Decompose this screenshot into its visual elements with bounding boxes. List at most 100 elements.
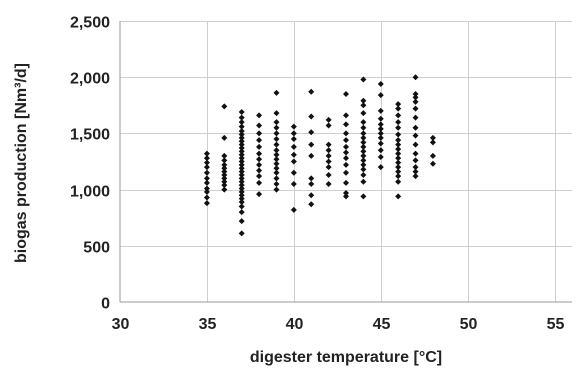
y-tick-label: 0: [101, 296, 110, 313]
data-point: [308, 175, 315, 182]
data-point: [203, 179, 210, 186]
data-point: [238, 161, 245, 168]
data-point: [325, 141, 332, 148]
data-point: [238, 175, 245, 182]
axes: [119, 21, 572, 303]
gridlines: [120, 21, 572, 302]
x-tick-label: 50: [460, 316, 478, 333]
y-tick-label: 1,000: [70, 184, 110, 201]
data-point: [256, 112, 263, 119]
data-point: [273, 130, 280, 137]
data-point: [256, 150, 263, 157]
data-point: [377, 115, 384, 122]
data-point: [256, 156, 263, 163]
data-point: [377, 154, 384, 161]
data-point: [412, 164, 419, 171]
y-tick-labels: 0 500 1,000 1,500 2,000 2,500: [70, 15, 110, 313]
data-point: [377, 140, 384, 147]
data-point: [238, 131, 245, 138]
data-point: [290, 206, 297, 213]
data-point: [395, 146, 402, 153]
data-point: [203, 159, 210, 166]
data-point: [412, 150, 419, 157]
data-point: [308, 129, 315, 136]
data-point: [273, 160, 280, 167]
data-point: [412, 132, 419, 139]
data-point: [412, 141, 419, 148]
data-point: [273, 136, 280, 143]
data-point: [221, 168, 228, 175]
y-tick-label: 1,500: [70, 127, 110, 144]
data-point: [325, 180, 332, 187]
data-point: [308, 113, 315, 120]
data-point: [360, 178, 367, 185]
data-point: [290, 169, 297, 176]
data-point: [360, 130, 367, 137]
data-point: [238, 119, 245, 126]
data-point: [395, 168, 402, 175]
x-axis-title: digester temperature [°C]: [250, 349, 442, 366]
data-point: [256, 173, 263, 180]
data-point: [238, 203, 245, 210]
data-point: [238, 192, 245, 199]
data-point: [395, 155, 402, 162]
data-point: [256, 179, 263, 186]
data-point: [377, 121, 384, 128]
data-point: [395, 137, 402, 144]
data-point: [412, 94, 419, 101]
data-point: [343, 91, 349, 98]
data-point: [308, 180, 315, 187]
data-point: [221, 186, 228, 193]
data-point: [360, 143, 367, 150]
data-point: [273, 110, 280, 117]
data-point: [395, 105, 402, 112]
y-tick-label: 500: [83, 240, 110, 257]
data-point: [395, 150, 402, 157]
data-point: [308, 152, 315, 159]
data-point: [429, 152, 436, 159]
data-point: [290, 151, 297, 158]
data-point: [256, 191, 263, 198]
data-point: [429, 139, 436, 146]
data-point: [256, 143, 263, 150]
data-point: [308, 192, 315, 199]
data-point: [343, 121, 349, 128]
data-point: [377, 125, 384, 132]
data-point: [238, 178, 245, 185]
data-point: [343, 112, 349, 119]
y-tick-label: 2,000: [70, 71, 110, 88]
data-point: [343, 189, 349, 196]
data-point: [395, 119, 402, 126]
data-point: [412, 168, 419, 175]
data-point: [325, 122, 332, 129]
data-point: [221, 161, 228, 168]
data-point: [238, 198, 245, 205]
data-point: [290, 130, 297, 137]
data-point: [203, 150, 210, 157]
data-point: [395, 164, 402, 171]
data-point: [395, 131, 402, 138]
data-point: [395, 101, 402, 108]
data-point: [360, 148, 367, 155]
data-point: [238, 185, 245, 192]
data-point: [203, 169, 210, 176]
data-point: [360, 102, 367, 109]
data-point: [360, 193, 367, 200]
data-point: [273, 180, 280, 187]
data-point: [238, 128, 245, 135]
data-point: [238, 218, 245, 225]
data-point: [238, 134, 245, 141]
data-point: [273, 186, 280, 193]
data-point: [203, 185, 210, 192]
data-point: [273, 165, 280, 172]
data-point: [256, 122, 263, 129]
data-point: [221, 152, 228, 159]
data-point: [343, 149, 349, 156]
data-point: [308, 141, 315, 148]
data-point: [290, 180, 297, 187]
data-point: [343, 143, 349, 150]
data-point: [395, 159, 402, 166]
data-point: [325, 147, 332, 154]
data-point: [256, 161, 263, 168]
